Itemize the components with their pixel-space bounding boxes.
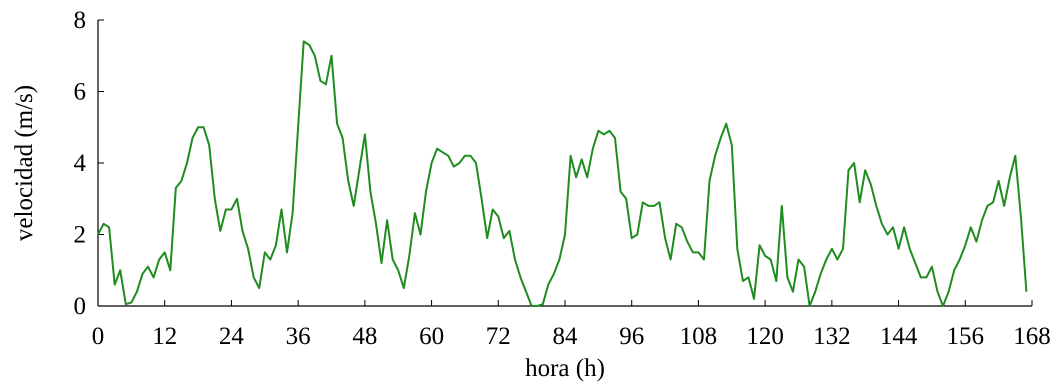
y-tick-label: 2 [74,222,87,249]
y-tick-label: 4 [74,150,87,177]
x-tick-label: 12 [152,323,177,350]
x-tick-label: 108 [680,323,718,350]
x-tick-label: 156 [947,323,985,350]
series-layer [97,40,1028,307]
x-tick-label: 36 [286,323,311,350]
x-axis-ticks: 0 12 24 36 48 60 72 84 96 108 120 132 144 156 168 [92,300,1051,350]
x-tick-label: 144 [880,323,918,350]
y-tick-label: 8 [74,7,87,34]
x-tick-label: 60 [419,323,444,350]
x-tick-label: 0 [92,323,105,350]
x-tick-label: 72 [486,323,511,350]
y-axis-label: velocidad (m/s) [11,85,38,241]
x-tick-label: 24 [219,323,245,350]
x-tick-label: 48 [352,323,377,350]
y-tick-label: 0 [74,293,87,320]
series-line-0 [97,40,1028,307]
x-tick-label: 120 [746,323,784,350]
x-tick-label: 132 [813,323,851,350]
x-tick-label: 96 [619,323,644,350]
y-tick-label: 6 [74,79,87,106]
x-tick-label: 84 [553,323,579,350]
x-tick-label: 168 [1013,323,1051,350]
x-axis-label: hora (h) [525,355,605,382]
y-axis-ticks: 0 2 4 6 8 [74,7,104,320]
